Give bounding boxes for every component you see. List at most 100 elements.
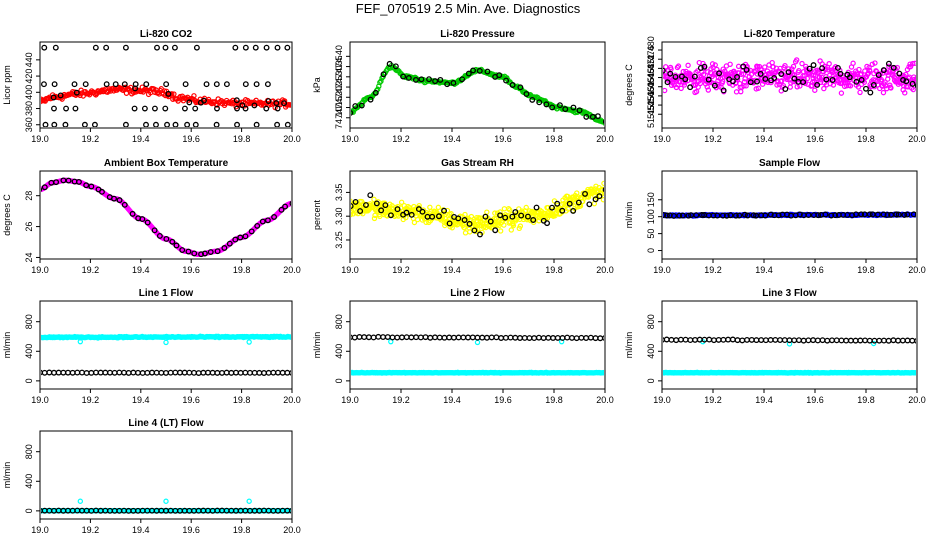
sample-point — [184, 121, 191, 127]
sample-point — [517, 84, 524, 91]
plot-frame — [661, 41, 918, 129]
sample-point — [125, 369, 132, 376]
sample-point — [432, 334, 438, 341]
sample-point — [372, 89, 379, 96]
sample-point — [668, 336, 675, 343]
sample-point — [154, 44, 160, 51]
sample-point — [261, 370, 267, 376]
data-point — [289, 334, 291, 340]
chart-9: Line 3 Flow ml/min 19.0 19.2 19.4 19.6 19.8 20.… — [624, 288, 926, 405]
sample-point — [566, 200, 573, 207]
y-tick-label: 0 — [334, 378, 344, 383]
y-tick-label: 150 — [646, 192, 656, 207]
y-tick-label: 0 — [646, 378, 656, 383]
plot-marks — [663, 336, 916, 376]
data-point — [507, 207, 513, 213]
sample-point — [273, 100, 280, 107]
sample-point — [356, 334, 363, 340]
sample-point — [192, 121, 199, 127]
sample-point — [412, 76, 419, 83]
sample-point — [509, 82, 516, 88]
data-point — [891, 74, 897, 80]
outlier-point — [77, 498, 84, 504]
sample-point — [479, 334, 486, 341]
sample-point — [251, 369, 258, 376]
sample-point — [459, 76, 466, 83]
sample-point — [265, 98, 272, 104]
data-point — [866, 67, 873, 74]
sample-point — [832, 212, 839, 219]
sample-point — [386, 60, 393, 67]
sample-point — [732, 212, 739, 219]
data-point — [700, 71, 707, 78]
sample-point — [192, 105, 199, 112]
data-point — [685, 62, 691, 69]
sample-point — [893, 211, 900, 218]
sample-point — [179, 247, 186, 254]
x-tick-label: 19.2 — [392, 395, 410, 405]
sample-point — [465, 334, 472, 341]
sample-point — [65, 369, 71, 376]
sample-point — [487, 218, 494, 225]
sample-point — [896, 70, 903, 77]
y-tick-label: 74.25 — [334, 76, 344, 99]
x-tick-label: 19.4 — [443, 265, 461, 275]
sample-point — [177, 369, 183, 376]
sample-point — [191, 369, 197, 376]
sample-point — [51, 121, 58, 127]
y-tick-label: 74.30 — [334, 66, 344, 89]
data-point — [444, 207, 451, 214]
sample-point — [289, 370, 291, 376]
data-point — [501, 206, 508, 212]
chart-title: Li-820 CO2 — [140, 29, 193, 40]
sample-point — [762, 212, 769, 219]
sample-point — [232, 44, 239, 51]
data-point — [678, 85, 684, 92]
x-tick-label: 20.0 — [596, 265, 614, 275]
sample-point — [502, 334, 509, 341]
sample-point — [419, 208, 426, 215]
data-point — [693, 88, 700, 95]
sample-point — [239, 102, 246, 109]
data-point — [803, 66, 809, 72]
sample-point — [71, 81, 78, 88]
data-point — [719, 78, 726, 85]
x-tick-label: 20.0 — [283, 525, 301, 535]
y-axis-label: degrees C — [624, 64, 634, 106]
sample-point — [242, 105, 249, 112]
chart-title: Line 2 Flow — [450, 288, 505, 299]
sample-point — [805, 212, 812, 219]
sample-point — [242, 44, 249, 51]
sample-point — [741, 211, 748, 218]
sample-point — [51, 105, 57, 112]
sample-point — [903, 78, 910, 85]
sample-point — [116, 197, 123, 204]
chart-5: Gas Stream RH percent 19.0 19.2 19.4 19.6 19.8… — [312, 158, 614, 275]
sample-point — [284, 121, 291, 127]
data-point — [351, 211, 354, 218]
sample-point — [814, 82, 821, 88]
sample-point — [791, 75, 798, 82]
sample-point — [568, 334, 575, 341]
sample-point — [663, 67, 666, 74]
x-tick-label: 19.4 — [132, 395, 150, 405]
sample-point — [857, 337, 864, 344]
sample-point — [509, 213, 516, 220]
y-tick-label: 26 — [24, 222, 34, 232]
data-point — [855, 84, 862, 90]
sample-point — [778, 71, 785, 77]
sample-point — [767, 337, 774, 343]
data-point — [523, 204, 529, 211]
x-tick-label: 19.6 — [182, 265, 200, 275]
plot-marks — [41, 333, 291, 376]
sample-point — [455, 215, 462, 222]
sample-point — [866, 337, 873, 344]
data-point — [888, 85, 894, 91]
sample-point — [103, 44, 110, 51]
sample-point — [885, 60, 892, 67]
x-tick-label: 19.2 — [82, 525, 100, 535]
sample-point — [373, 200, 380, 207]
sample-point — [596, 193, 603, 200]
data-point — [602, 120, 604, 126]
sample-point — [252, 44, 259, 51]
